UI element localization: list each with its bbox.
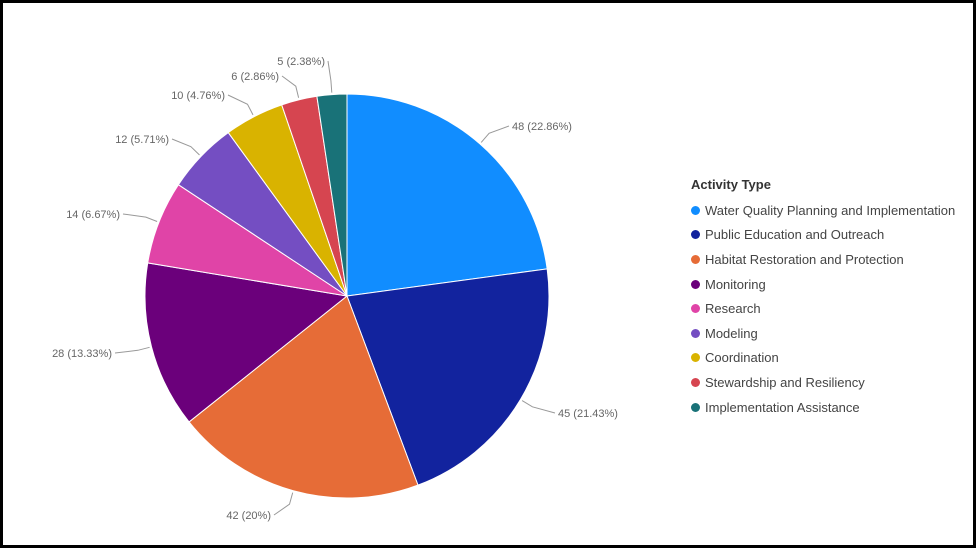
legend-marker: [691, 230, 700, 240]
legend-item[interactable]: Water Quality Planning and Implementatio…: [691, 198, 955, 223]
legend-marker: [691, 205, 700, 215]
leader-line: [327, 60, 333, 93]
pie-slice[interactable]: [346, 93, 548, 297]
leader-line: [171, 138, 200, 156]
legend-label: Monitoring: [705, 276, 766, 292]
data-label: 5 (2.38%): [277, 56, 325, 68]
legend-item[interactable]: Implementation Assistance: [691, 395, 955, 420]
pie-slice[interactable]: [346, 268, 550, 486]
legend-marker: [691, 353, 700, 363]
pie-slice[interactable]: [188, 295, 419, 499]
data-label: 28 (13.33%): [52, 348, 112, 360]
data-label: 14 (6.67%): [66, 209, 120, 221]
leader-line: [122, 213, 158, 222]
legend-title: Activity Type: [691, 177, 771, 192]
leader-line: [273, 492, 294, 516]
legend: Activity Type Water Quality Planning and…: [691, 177, 955, 419]
legend-label: Stewardship and Resiliency: [705, 374, 865, 390]
data-label: 12 (5.71%): [115, 134, 169, 146]
legend-label: Modeling: [705, 325, 758, 341]
legend-item[interactable]: Coordination: [691, 346, 955, 371]
legend-label: Water Quality Planning and Implementatio…: [705, 202, 956, 218]
pie-slice[interactable]: [144, 262, 349, 423]
legend-marker: [691, 279, 700, 289]
legend-item[interactable]: Public Education and Outreach: [691, 223, 955, 248]
leader-line: [281, 75, 300, 98]
legend-item[interactable]: Monitoring: [691, 272, 955, 297]
legend-marker: [691, 328, 700, 338]
legend-label: Habitat Restoration and Protection: [705, 251, 904, 267]
leader-line: [480, 125, 510, 143]
leader-line: [227, 94, 254, 116]
legend-item[interactable]: Modeling: [691, 321, 955, 346]
leader-line: [114, 346, 150, 354]
data-label: 45 (21.43%): [558, 408, 618, 420]
legend-marker: [691, 254, 700, 264]
pie-chart: 48 (22.86%) 45 (21.43%) 42 (20%) 28 (13.33%…: [52, 56, 618, 522]
data-label: 10 (4.76%): [171, 90, 225, 102]
data-label: 48 (22.86%): [512, 121, 572, 133]
legend-item[interactable]: Habitat Restoration and Protection: [691, 247, 955, 272]
legend-label: Coordination: [705, 350, 779, 366]
leader-line: [521, 400, 556, 414]
legend-marker: [691, 377, 700, 387]
legend-label: Implementation Assistance: [705, 399, 860, 415]
legend-marker: [691, 304, 700, 314]
legend-marker: [691, 402, 700, 412]
data-label: 42 (20%): [226, 510, 271, 522]
legend-item[interactable]: Stewardship and Resiliency: [691, 370, 955, 395]
data-label: 6 (2.86%): [231, 71, 279, 83]
legend-label: Research: [705, 301, 761, 317]
legend-label: Public Education and Outreach: [705, 227, 885, 243]
legend-item[interactable]: Research: [691, 296, 955, 321]
pie-slice[interactable]: [316, 93, 348, 297]
